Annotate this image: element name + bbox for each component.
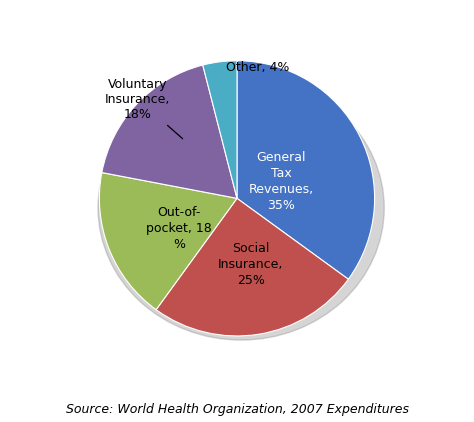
- Wedge shape: [102, 65, 237, 198]
- Wedge shape: [203, 61, 237, 198]
- Wedge shape: [100, 173, 237, 310]
- Ellipse shape: [98, 76, 384, 340]
- Text: Source: World Health Organization, 2007 Expenditures: Source: World Health Organization, 2007 …: [65, 403, 409, 416]
- Text: General
Tax
Revenues,
35%: General Tax Revenues, 35%: [248, 151, 314, 212]
- Wedge shape: [156, 198, 348, 336]
- Wedge shape: [237, 61, 374, 279]
- Text: Voluntary
Insurance,
18%: Voluntary Insurance, 18%: [105, 78, 182, 139]
- Text: Out-of-
pocket, 18
%: Out-of- pocket, 18 %: [146, 206, 212, 251]
- Text: Social
Insurance,
25%: Social Insurance, 25%: [218, 242, 283, 287]
- Text: Other, 4%: Other, 4%: [226, 61, 289, 74]
